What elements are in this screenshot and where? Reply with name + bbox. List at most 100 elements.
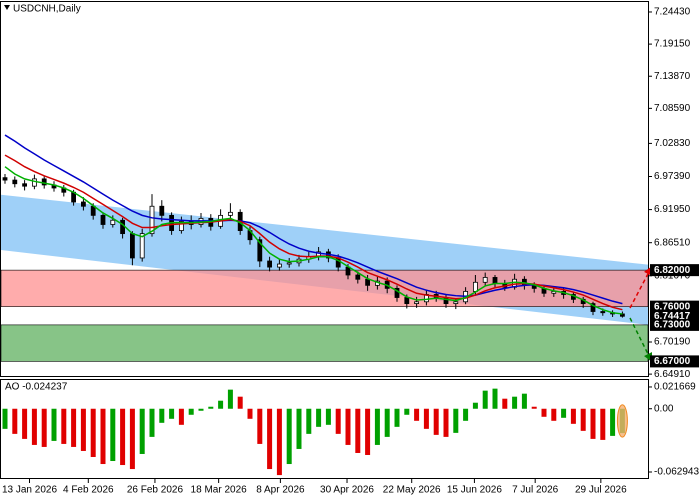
ao-bar bbox=[374, 408, 380, 445]
ao-bar bbox=[433, 408, 439, 435]
ao-bar bbox=[580, 408, 586, 431]
candle-body bbox=[110, 219, 116, 225]
ao-bar bbox=[169, 408, 175, 419]
y-tick-label: 6.86510 bbox=[654, 237, 691, 248]
candle-body bbox=[81, 201, 86, 207]
ao-bar bbox=[541, 408, 547, 417]
price-level-label: 6.76000 bbox=[654, 301, 691, 312]
ao-bar bbox=[365, 408, 371, 455]
ao-bar bbox=[512, 396, 518, 409]
ao-bar bbox=[306, 408, 312, 434]
y-tick-label: 7.13870 bbox=[654, 71, 691, 82]
ao-bar bbox=[463, 408, 469, 421]
ao-bar bbox=[129, 408, 135, 470]
candle-body bbox=[227, 211, 233, 216]
ao-bar bbox=[316, 408, 322, 427]
price-level-box bbox=[650, 300, 699, 313]
x-tick-label: 8 Apr 2026 bbox=[256, 485, 305, 496]
candle-body bbox=[394, 287, 400, 298]
candle-body bbox=[345, 266, 351, 276]
ao-bar bbox=[208, 406, 214, 409]
ao-bar bbox=[600, 408, 606, 440]
x-tick-label: 22 May 2026 bbox=[383, 485, 441, 496]
ao-bar bbox=[80, 408, 86, 451]
ao-bar bbox=[482, 390, 488, 409]
ao-bar bbox=[110, 408, 116, 462]
ao-bar bbox=[139, 408, 145, 454]
candle-body bbox=[267, 260, 273, 268]
ao-bar bbox=[394, 408, 400, 427]
candle-body bbox=[590, 303, 596, 312]
y-tick-label: 7.24430 bbox=[654, 7, 691, 18]
y-tick-label: 0.00 bbox=[654, 403, 674, 414]
candle-body bbox=[472, 281, 478, 292]
ao-bar bbox=[590, 408, 596, 439]
ao-bar bbox=[247, 408, 253, 419]
ao-bar bbox=[120, 408, 126, 466]
candle-body bbox=[178, 221, 184, 231]
candle-body bbox=[276, 263, 282, 268]
ao-bar bbox=[159, 408, 165, 423]
highlight bbox=[616, 404, 628, 438]
ao-bar bbox=[521, 393, 527, 409]
ao-bar bbox=[325, 408, 331, 425]
candle-body bbox=[404, 297, 410, 304]
ao-bar bbox=[355, 408, 361, 453]
ao-bar bbox=[384, 408, 390, 437]
price-level-label: 6.67000 bbox=[654, 356, 691, 367]
price-level-box bbox=[650, 318, 699, 331]
y-tick-label: 0.021669 bbox=[654, 382, 696, 393]
ao-bar bbox=[218, 400, 224, 409]
y-tick-label: 7.19150 bbox=[654, 39, 691, 50]
candle-body bbox=[12, 179, 18, 185]
ao-bar bbox=[178, 408, 184, 425]
ao-bar bbox=[31, 408, 37, 445]
ao-bar bbox=[492, 388, 498, 409]
ao-bar bbox=[71, 408, 77, 447]
candle-body bbox=[600, 311, 606, 314]
ao-bar bbox=[551, 408, 557, 421]
x-tick-label: 26 Feb 2026 bbox=[127, 485, 184, 496]
y-tick-label: 6.97390 bbox=[654, 171, 691, 182]
y-tick-label: 6.91950 bbox=[654, 204, 691, 215]
ao-bar bbox=[286, 408, 292, 465]
candle-body bbox=[453, 301, 459, 304]
y-tick-label: 7.02830 bbox=[654, 138, 691, 149]
x-tick-label: 7 Jul 2026 bbox=[512, 485, 559, 496]
ao-panel bbox=[0, 379, 649, 479]
price-level-label: 6.82000 bbox=[654, 265, 691, 276]
ao-bar bbox=[61, 408, 67, 444]
chart-title: USDCNH,Daily bbox=[13, 4, 81, 15]
candle-body bbox=[100, 214, 106, 225]
title-arrow bbox=[4, 5, 10, 10]
price-level-box bbox=[650, 264, 699, 277]
x-tick-label: 13 Jan 2026 bbox=[2, 485, 57, 496]
x-tick-label: 15 Jun 2026 bbox=[447, 485, 502, 496]
ao-bar bbox=[227, 389, 233, 409]
candle-body bbox=[22, 183, 28, 187]
ao-bar bbox=[41, 408, 47, 447]
price-level-box bbox=[650, 355, 699, 368]
candle-body bbox=[355, 274, 361, 280]
ao-bar bbox=[414, 408, 420, 421]
candle-body bbox=[129, 233, 135, 259]
ao-bar bbox=[423, 408, 429, 429]
up-arrow bbox=[629, 266, 653, 309]
x-tick-label: 4 Feb 2026 bbox=[63, 485, 114, 496]
ao-bar bbox=[12, 408, 18, 434]
ao-bar bbox=[51, 408, 57, 441]
x-tick-label: 29 Jul 2026 bbox=[575, 485, 627, 496]
ao-bar bbox=[237, 396, 243, 409]
y-tick-label: -0.062943 bbox=[654, 467, 699, 478]
ao-bar bbox=[561, 408, 567, 418]
ao-bar bbox=[188, 408, 194, 415]
price-level-label: 6.74417 bbox=[654, 311, 691, 322]
ao-bar bbox=[2, 408, 8, 429]
candle-body bbox=[414, 301, 420, 304]
candle-body bbox=[257, 239, 263, 262]
ao-bar bbox=[276, 408, 282, 476]
ao-bar bbox=[610, 408, 616, 436]
ao-title: AO -0.024237 bbox=[5, 382, 68, 393]
ao-bar bbox=[404, 408, 410, 415]
